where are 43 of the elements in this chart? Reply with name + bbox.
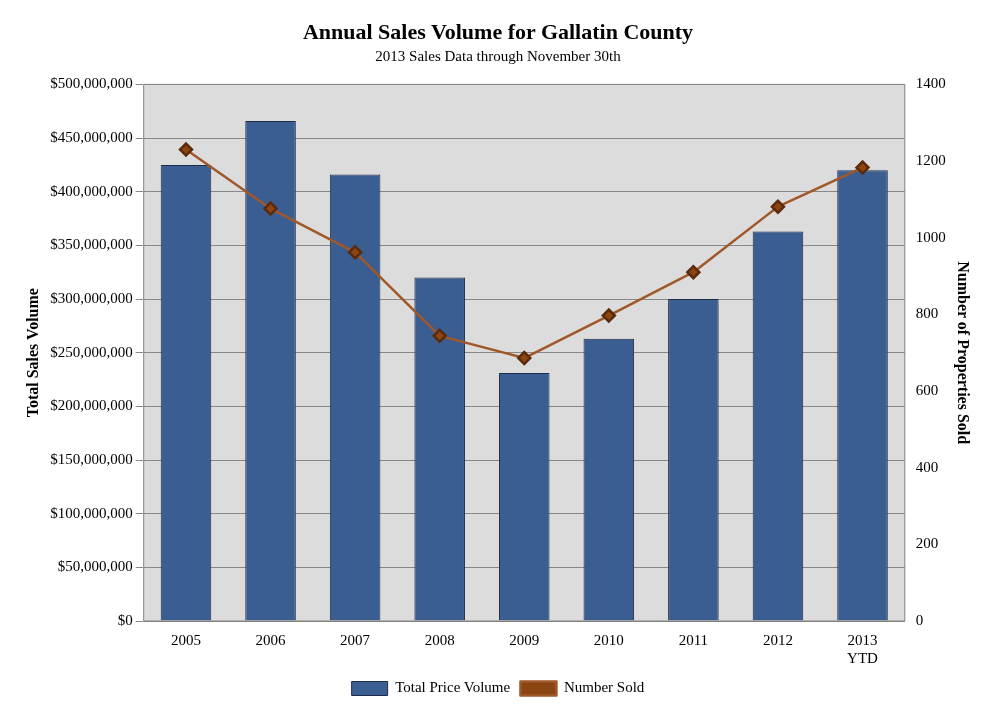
x-tick-label: 2013 YTD — [847, 631, 879, 666]
x-tick-label: 2009 — [509, 631, 540, 648]
y2-tick-label: 1200 — [915, 151, 946, 168]
x-tick-label: 2006 — [255, 631, 287, 648]
x-tick-label: 2005 — [170, 631, 201, 648]
point — [432, 328, 447, 344]
x-tick-label: 2007 — [340, 631, 371, 648]
point — [601, 308, 617, 323]
y-tick-label: $250,000,000 — [50, 343, 133, 360]
point — [347, 245, 363, 260]
x-tick-label: 2012 — [762, 631, 793, 648]
y-tick-label: $450,000,000 — [50, 129, 133, 145]
y-tick-label: $350,000,000 — [50, 236, 133, 253]
y-tick-label: $200,000,000 — [50, 397, 133, 414]
y2-tick-label: 800 — [915, 305, 939, 322]
point — [770, 199, 786, 214]
y2-tick-label: 400 — [915, 458, 939, 475]
point — [178, 142, 194, 157]
y-tick-label: $500,000,000 — [50, 75, 133, 92]
y-tick-label: $100,000,000 — [50, 504, 133, 521]
y-tick-label: $50,000,000 — [57, 558, 133, 575]
y-axis-title: Total Sales Volume — [23, 288, 41, 418]
y2-tick-label: 1400 — [915, 75, 946, 92]
chart-subtitle: 2013 Sales Data through November 30th — [375, 48, 622, 65]
x-tick-label: 2010 — [593, 631, 624, 648]
y2-tick-label: 0 — [915, 611, 924, 628]
chart-title: Annual Sales Volume for Gallatin County — [302, 18, 694, 44]
y-tick-label: $0 — [117, 611, 133, 628]
y-tick-label: $300,000,000 — [50, 289, 133, 306]
y-tick-label: $400,000,000 — [50, 182, 133, 199]
y2-axis-title: Number of Properties Sold — [954, 261, 973, 445]
x-tick-label: 2008 — [424, 631, 455, 648]
y2-tick-label: 1000 — [915, 228, 946, 245]
point — [686, 264, 701, 280]
point — [855, 160, 870, 175]
point — [263, 201, 278, 216]
y2-tick-label: 200 — [915, 535, 939, 552]
legend-label: Total Price Volume — [395, 679, 511, 696]
y-tick-label: $150,000,000 — [50, 450, 133, 467]
x-tick-label: 2011 — [678, 631, 709, 648]
point — [517, 350, 532, 366]
legend-label: Number Sold — [563, 679, 645, 696]
y2-tick-label: 600 — [915, 381, 939, 398]
